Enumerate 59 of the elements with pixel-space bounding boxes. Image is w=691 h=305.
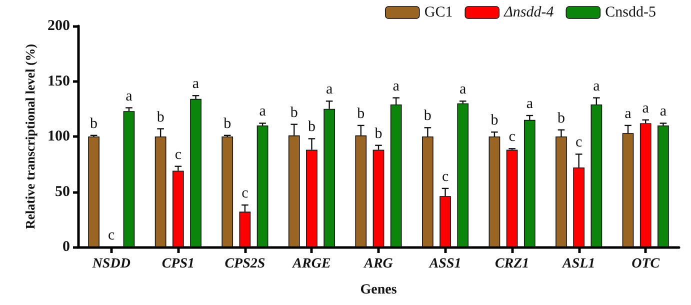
bar <box>372 150 384 247</box>
x-tick-label: NSDD <box>91 256 130 272</box>
data-label: a <box>192 76 200 92</box>
bar <box>172 170 184 247</box>
bar <box>506 150 518 247</box>
data-label: c <box>442 168 449 185</box>
bar <box>88 136 100 247</box>
bar <box>256 125 268 247</box>
bar <box>524 120 536 247</box>
data-label: b <box>424 108 432 124</box>
data-label: a <box>624 106 632 122</box>
data-label: c <box>108 228 116 244</box>
x-tick-label: ARGE <box>292 256 331 272</box>
y-tick-label: 100 <box>48 128 70 144</box>
data-label: a <box>259 104 266 120</box>
data-label: b <box>374 126 382 142</box>
data-label: a <box>326 82 333 98</box>
bar <box>123 111 135 247</box>
bar <box>190 98 202 247</box>
bar <box>222 136 234 247</box>
data-label: b <box>357 106 365 122</box>
data-label: b <box>308 119 316 136</box>
data-label: a <box>392 78 400 94</box>
legend-label: GC1 <box>424 4 453 20</box>
bar <box>488 136 500 247</box>
data-label: a <box>526 96 534 112</box>
x-tick-label: CPS1 <box>162 256 195 272</box>
data-label: a <box>460 82 467 98</box>
data-label: b <box>90 116 98 132</box>
data-label: b <box>490 112 498 129</box>
data-label: b <box>156 109 164 126</box>
x-tick-label: CPS2S <box>224 256 266 272</box>
y-tick-label: 0 <box>62 239 70 255</box>
data-label: c <box>174 146 182 163</box>
data-label: a <box>642 100 650 116</box>
legend-label: Cnsdd-5 <box>605 4 656 20</box>
data-label: b <box>290 104 298 121</box>
x-tick-label: OTC <box>632 256 660 272</box>
x-tick-label: ARG <box>363 256 393 272</box>
bar <box>640 123 652 247</box>
data-label: c <box>575 134 582 151</box>
legend-label: Δnsdd-4 <box>503 4 554 20</box>
x-axis-title: Genes <box>360 282 398 298</box>
data-label: b <box>224 116 232 132</box>
data-label: c <box>508 129 516 146</box>
y-axis-title: Relative transcriptional level (%) <box>22 44 38 230</box>
data-label: b <box>557 110 565 126</box>
bar <box>457 103 469 247</box>
y-tick-label: 200 <box>48 18 70 34</box>
y-tick-label: 50 <box>55 184 70 200</box>
data-label: a <box>593 78 600 94</box>
x-tick-label: CRZ1 <box>494 256 530 272</box>
y-tick-label: 150 <box>48 73 70 90</box>
x-tick-label: ASL1 <box>561 256 596 272</box>
data-label: a <box>660 104 667 120</box>
data-label: a <box>126 88 133 104</box>
data-label: c <box>242 186 249 202</box>
bar <box>658 125 669 247</box>
x-tick-label: ASS1 <box>428 256 462 272</box>
